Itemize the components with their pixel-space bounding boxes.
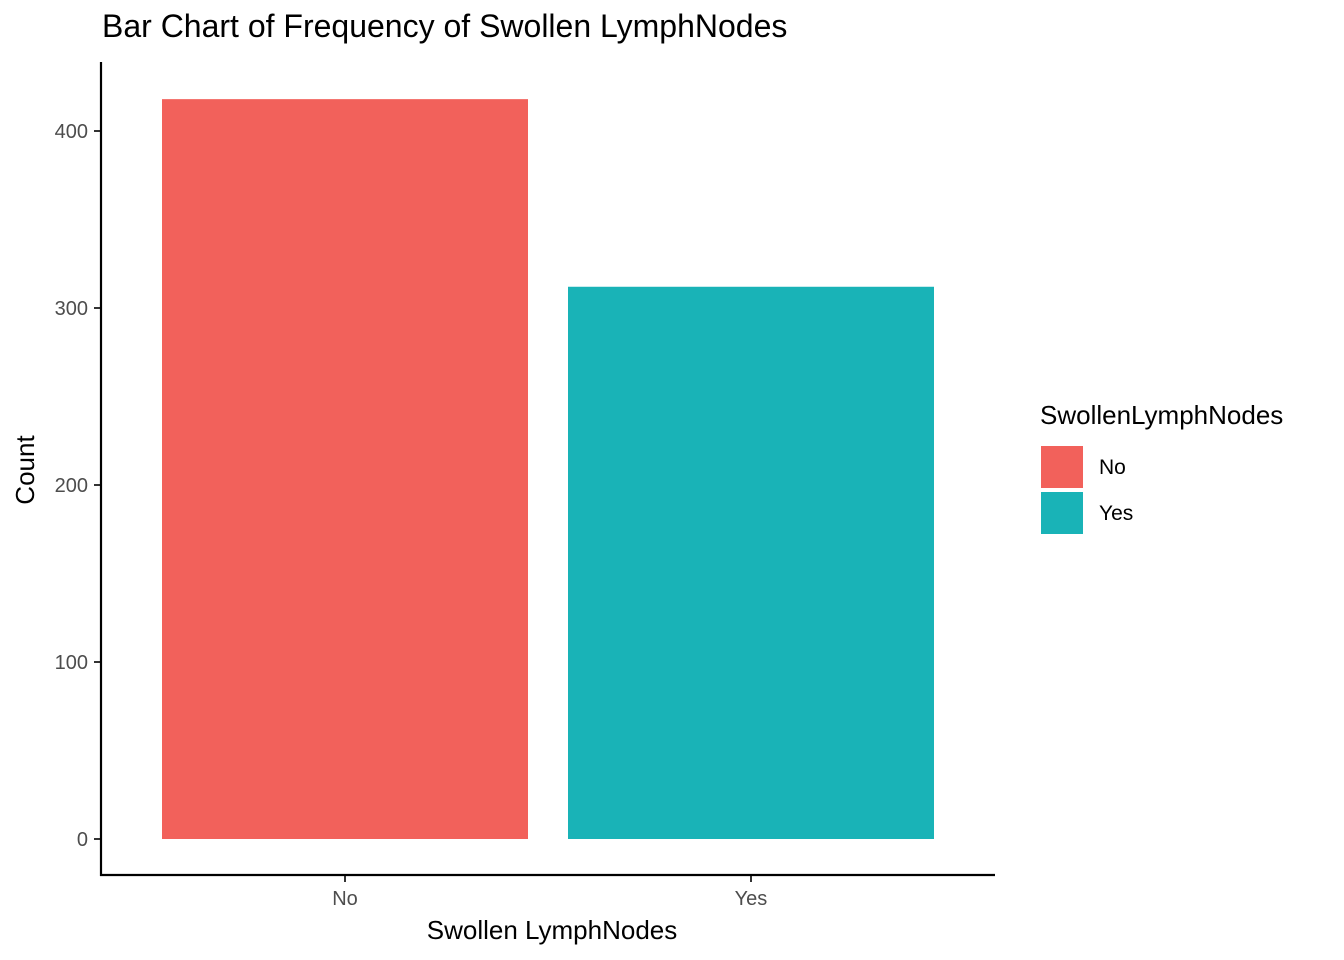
legend-label-no: No (1099, 456, 1126, 479)
y-tick-label-200: 200 (55, 475, 88, 497)
y-tick-label-100: 100 (55, 652, 88, 674)
bar-no (162, 99, 528, 839)
chart-title: Bar Chart of Frequency of Swollen LymphN… (102, 8, 788, 44)
axes-group: 0 100 200 300 400 No Yes (55, 62, 995, 910)
bar-yes (568, 286, 934, 839)
x-tick-label-no: No (332, 888, 358, 910)
bars-group (162, 99, 934, 839)
y-axis-label: Count (10, 435, 40, 505)
legend-label-yes: Yes (1099, 502, 1134, 525)
y-tick-label-400: 400 (55, 121, 88, 143)
legend-swatch-yes (1041, 492, 1083, 534)
y-tick-label-300: 300 (55, 298, 88, 320)
legend-swatch-no (1041, 446, 1083, 488)
x-axis-label: Swollen LymphNodes (427, 915, 678, 945)
legend-title: SwollenLymphNodes (1040, 400, 1284, 430)
x-tick-label-yes: Yes (735, 888, 768, 910)
y-tick-label-0: 0 (77, 829, 88, 851)
